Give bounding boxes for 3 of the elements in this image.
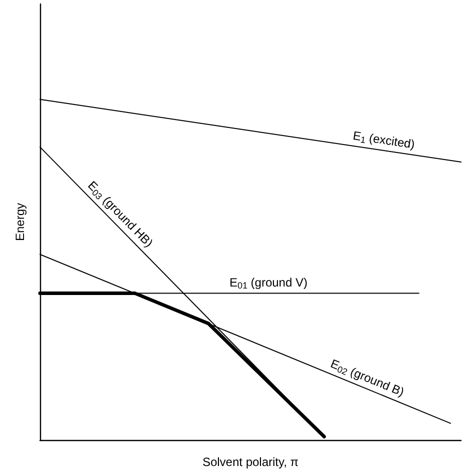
text: E1 (excited) [352, 128, 416, 152]
x-axis-title: Solvent polarity, π [202, 455, 299, 469]
y-axis-title: Energy [13, 202, 27, 242]
